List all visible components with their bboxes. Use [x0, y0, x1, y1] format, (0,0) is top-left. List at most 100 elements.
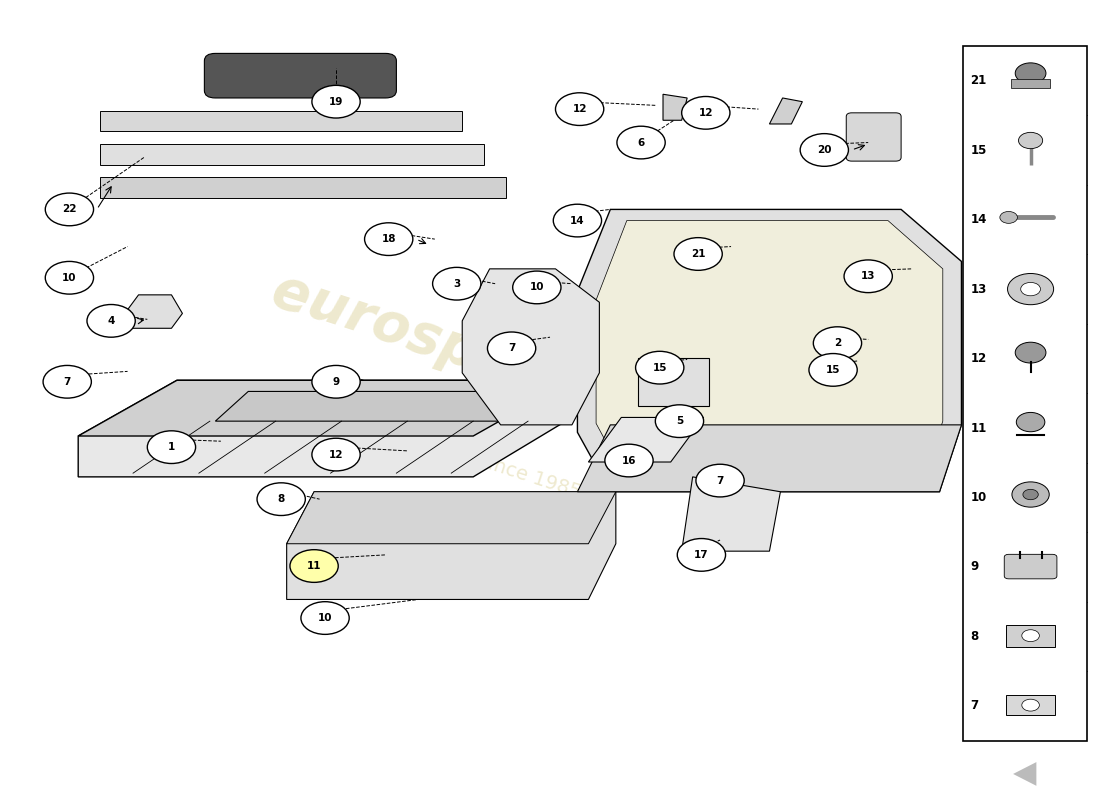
Polygon shape — [128, 295, 183, 328]
Polygon shape — [287, 492, 616, 544]
Circle shape — [808, 354, 857, 386]
Text: 21: 21 — [691, 249, 705, 259]
Text: 10: 10 — [63, 273, 77, 282]
Circle shape — [636, 351, 684, 384]
Circle shape — [312, 438, 360, 471]
Circle shape — [1022, 699, 1040, 711]
Text: 11: 11 — [970, 422, 987, 434]
Text: 9: 9 — [332, 377, 340, 386]
Text: 19: 19 — [329, 97, 343, 106]
Text: 7: 7 — [716, 475, 724, 486]
Circle shape — [290, 550, 338, 582]
FancyBboxPatch shape — [1006, 625, 1055, 647]
FancyBboxPatch shape — [961, 747, 1088, 800]
Text: 22: 22 — [63, 205, 77, 214]
Polygon shape — [596, 221, 943, 481]
Text: 18: 18 — [382, 234, 396, 244]
Polygon shape — [216, 391, 556, 421]
Polygon shape — [588, 418, 704, 462]
Text: 853 01: 853 01 — [1003, 798, 1046, 800]
Circle shape — [1015, 342, 1046, 363]
Text: 14: 14 — [970, 213, 987, 226]
Text: 12: 12 — [698, 108, 713, 118]
Text: 13: 13 — [861, 271, 876, 282]
Text: 20: 20 — [817, 145, 832, 155]
Circle shape — [364, 222, 412, 255]
FancyBboxPatch shape — [1011, 79, 1050, 88]
FancyBboxPatch shape — [205, 54, 396, 98]
Text: 9: 9 — [970, 561, 979, 574]
Circle shape — [1000, 211, 1018, 223]
Text: 15: 15 — [652, 362, 667, 373]
Circle shape — [1008, 274, 1054, 305]
Text: 2: 2 — [834, 338, 842, 348]
Circle shape — [1021, 282, 1041, 296]
Text: a passion for parts since 1985: a passion for parts since 1985 — [297, 393, 583, 502]
Circle shape — [813, 326, 861, 359]
Text: 15: 15 — [826, 365, 840, 375]
Circle shape — [312, 366, 360, 398]
Circle shape — [312, 86, 360, 118]
FancyBboxPatch shape — [968, 795, 1081, 800]
Text: 6: 6 — [637, 138, 645, 147]
FancyBboxPatch shape — [962, 46, 1087, 741]
Circle shape — [432, 267, 481, 300]
Text: 5: 5 — [675, 416, 683, 426]
Text: 12: 12 — [572, 104, 587, 114]
Circle shape — [682, 97, 730, 129]
Polygon shape — [578, 210, 961, 492]
Text: 7: 7 — [64, 377, 70, 386]
Circle shape — [678, 538, 726, 571]
Text: 10: 10 — [970, 491, 987, 504]
Polygon shape — [682, 477, 780, 551]
FancyBboxPatch shape — [1006, 695, 1055, 714]
Polygon shape — [578, 425, 961, 492]
FancyBboxPatch shape — [100, 178, 506, 198]
Circle shape — [1022, 630, 1040, 642]
Polygon shape — [462, 269, 600, 425]
Circle shape — [45, 193, 94, 226]
Text: 3: 3 — [453, 278, 461, 289]
Text: 13: 13 — [970, 282, 987, 295]
Text: ◀: ◀ — [1013, 759, 1036, 789]
Circle shape — [617, 126, 666, 159]
Text: 8: 8 — [277, 494, 285, 504]
Circle shape — [45, 262, 94, 294]
Text: 7: 7 — [970, 699, 978, 712]
Polygon shape — [287, 492, 616, 599]
Circle shape — [147, 431, 196, 463]
Text: 12: 12 — [329, 450, 343, 459]
Text: 4: 4 — [108, 316, 114, 326]
Text: 8: 8 — [970, 630, 979, 643]
FancyBboxPatch shape — [100, 144, 484, 165]
Text: 17: 17 — [694, 550, 708, 560]
Circle shape — [553, 204, 602, 237]
Polygon shape — [78, 380, 572, 436]
Circle shape — [43, 366, 91, 398]
Circle shape — [674, 238, 723, 270]
Text: 10: 10 — [318, 613, 332, 623]
Circle shape — [513, 271, 561, 304]
Polygon shape — [663, 94, 688, 120]
Text: 7: 7 — [508, 343, 515, 354]
Polygon shape — [769, 98, 802, 124]
Text: 11: 11 — [307, 561, 321, 571]
FancyBboxPatch shape — [100, 110, 462, 131]
Text: 15: 15 — [970, 144, 987, 157]
Circle shape — [556, 93, 604, 126]
Circle shape — [487, 332, 536, 365]
Circle shape — [1016, 413, 1045, 432]
Circle shape — [844, 260, 892, 293]
Circle shape — [1023, 490, 1038, 500]
Circle shape — [696, 464, 745, 497]
Text: 12: 12 — [970, 352, 987, 365]
Text: 14: 14 — [570, 215, 585, 226]
Circle shape — [605, 444, 653, 477]
FancyBboxPatch shape — [846, 113, 901, 161]
Polygon shape — [78, 380, 572, 477]
Polygon shape — [638, 358, 710, 406]
Text: 16: 16 — [621, 455, 636, 466]
Circle shape — [800, 134, 848, 166]
Circle shape — [301, 602, 349, 634]
Text: 1: 1 — [168, 442, 175, 452]
